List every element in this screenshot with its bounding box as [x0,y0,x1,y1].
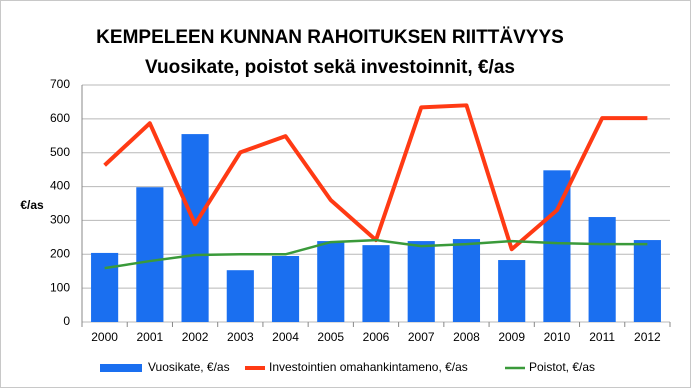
y-tick-label: 500 [50,145,70,159]
y-tick-label: 400 [50,179,70,193]
bar [317,241,345,322]
x-tick-label: 2012 [634,330,661,344]
bar [136,187,164,322]
x-tick-label: 2000 [91,330,118,344]
bar [588,217,616,322]
bar [181,134,209,322]
bar [452,239,481,322]
y-tick-label: 0 [63,314,70,328]
y-axis-label: €/as [20,198,44,212]
x-tick-label: 2006 [363,330,390,344]
bar [498,260,526,322]
bar [407,241,435,322]
x-tick-label: 2001 [136,330,163,344]
bar [226,270,254,322]
bar [362,245,390,322]
y-tick-label: 200 [50,246,70,260]
y-tick-label: 100 [50,280,70,294]
x-tick-label: 2005 [317,330,344,344]
x-tick-label: 2004 [272,330,299,344]
x-tick-label: 2003 [227,330,254,344]
x-tick-label: 2002 [182,330,209,344]
x-tick-label: 2007 [408,330,435,344]
chart-subtitle: Vuosikate, poistot sekä investoinnit, €/… [145,57,515,78]
y-tick-label: 700 [50,77,70,91]
bar [633,240,661,322]
x-tick-label: 2008 [453,330,480,344]
legend-swatch [100,364,142,372]
legend-label: Poistot, €/as [529,360,595,374]
bar [91,252,119,322]
y-tick-label: 600 [50,111,70,125]
bar [271,255,300,322]
legend-label: Investointien omahankintameno, €/as [269,360,468,374]
x-tick-label: 2009 [498,330,525,344]
chart-title: KEMPELEEN KUNNAN RAHOITUKSEN RIITTÄVYYS [96,27,564,48]
x-tick-label: 2010 [544,330,571,344]
line [104,238,648,270]
x-tick-label: 2011 [589,330,615,344]
y-tick-label: 300 [50,213,70,227]
legend-label: Vuosikate, €/as [148,360,230,374]
